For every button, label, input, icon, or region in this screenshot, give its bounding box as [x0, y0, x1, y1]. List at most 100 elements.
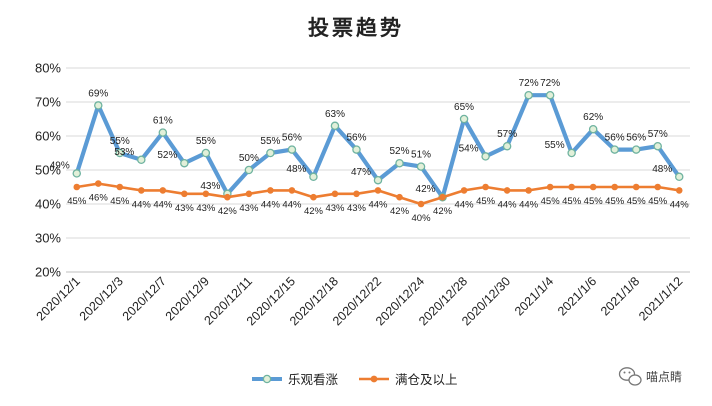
data-label-full-position: 45%: [584, 196, 604, 207]
data-label-optimistic: 62%: [583, 112, 603, 123]
data-label-full-position: 43%: [196, 203, 216, 214]
grid: [66, 67, 690, 273]
point-full-position: [181, 190, 188, 198]
point-optimistic: [352, 145, 361, 154]
point-optimistic: [610, 145, 619, 154]
data-label-optimistic: 56%: [282, 133, 302, 144]
point-optimistic: [653, 141, 662, 151]
point-optimistic: [201, 148, 211, 158]
data-label-full-position: 44%: [282, 199, 302, 210]
point-optimistic: [137, 155, 146, 165]
point-full-position: [417, 200, 425, 208]
point-optimistic: [545, 90, 555, 100]
point-optimistic: [244, 165, 254, 175]
series: [72, 90, 684, 208]
legend-marker-optimistic: [262, 374, 272, 384]
point-optimistic: [287, 145, 297, 154]
data-label-full-position: 42%: [218, 206, 238, 217]
point-full-position: [159, 187, 167, 194]
watermark: 喵点睛: [618, 367, 682, 386]
data-label-optimistic: 72%: [519, 78, 539, 89]
data-label-full-position: 45%: [476, 196, 496, 207]
data-label-full-position: 44%: [132, 199, 152, 210]
point-full-position: [525, 187, 532, 194]
point-optimistic: [524, 90, 533, 100]
y-tick-label: 20%: [35, 265, 61, 280]
data-label-optimistic: 48%: [286, 164, 306, 175]
data-label-optimistic: 42%: [416, 184, 436, 195]
point-full-position: [374, 187, 382, 194]
point-optimistic: [416, 162, 426, 171]
data-label-optimistic: 72%: [540, 78, 560, 89]
data-label-optimistic: 55%: [196, 136, 216, 147]
data-label-full-position: 44%: [519, 199, 539, 210]
data-label-full-position: 45%: [110, 196, 130, 207]
legend-item-full-position[interactable]: 满仓及以上: [359, 372, 458, 387]
data-label-full-position: 43%: [325, 203, 345, 214]
point-optimistic: [72, 169, 82, 178]
data-label-full-position: 42%: [304, 206, 324, 217]
data-label-optimistic: 65%: [454, 102, 474, 113]
data-label-full-position: 43%: [347, 203, 367, 214]
data-label-optimistic: 48%: [652, 164, 672, 175]
legend-item-optimistic[interactable]: 乐观看涨: [252, 372, 339, 387]
data-label-optimistic: 57%: [497, 129, 517, 140]
point-full-position: [482, 183, 489, 191]
data-label-optimistic: 50%: [239, 153, 259, 164]
x-tick-label: 2020/12/1: [34, 274, 83, 323]
point-optimistic: [567, 148, 576, 158]
point-optimistic: [459, 114, 469, 124]
point-full-position: [503, 187, 511, 194]
point-full-position: [353, 190, 360, 198]
x-tick-label: 2021/1/6: [555, 274, 599, 318]
data-label-optimistic: 55%: [260, 136, 280, 147]
legend-label-full-position: 满仓及以上: [395, 372, 458, 387]
y-tick-label: 60%: [35, 129, 61, 144]
point-optimistic: [395, 158, 404, 168]
point-full-position: [138, 187, 145, 194]
watermark-text: 喵点睛: [646, 370, 682, 384]
data-label-optimistic: 47%: [351, 167, 371, 178]
data-label-full-position: 43%: [239, 203, 259, 214]
point-optimistic: [330, 121, 340, 131]
point-optimistic: [266, 148, 275, 158]
point-full-position: [654, 183, 662, 191]
data-label-full-position: 44%: [368, 199, 388, 210]
data-label-full-position: 45%: [648, 196, 668, 207]
point-full-position: [589, 183, 597, 191]
data-label-full-position: 43%: [175, 203, 195, 214]
point-full-position: [439, 193, 446, 201]
data-label-optimistic: 55%: [110, 136, 130, 147]
point-optimistic: [94, 101, 103, 110]
data-label-optimistic: 51%: [411, 150, 431, 161]
data-label-full-position: 44%: [153, 199, 173, 210]
point-optimistic: [502, 141, 512, 151]
x-tick-label: 2021/1/4: [512, 274, 556, 318]
data-label-optimistic: 43%: [200, 181, 220, 192]
point-full-position: [116, 183, 124, 191]
data-label-full-position: 45%: [627, 196, 647, 207]
data-label-full-position: 44%: [670, 199, 690, 210]
data-label-optimistic: 52%: [157, 150, 177, 161]
data-label-optimistic: 49%: [50, 160, 70, 171]
legend-marker-full-position: [370, 375, 378, 383]
y-tick-label: 80%: [35, 61, 61, 76]
data-label-optimistic: 54%: [459, 143, 479, 154]
data-label-optimistic: 69%: [88, 88, 108, 99]
data-label-full-position: 44%: [498, 199, 518, 210]
x-tick-label: 2021/1/8: [598, 274, 642, 318]
point-optimistic: [588, 124, 598, 134]
data-label-full-position: 44%: [261, 199, 281, 210]
data-label-full-position: 46%: [89, 193, 109, 204]
x-axis-ticks: 2020/12/12020/12/32020/12/72020/12/92020…: [34, 274, 686, 328]
data-labels: 49%69%55%53%61%52%55%43%50%55% 56%48%63%5…: [50, 78, 690, 224]
point-full-position: [396, 193, 403, 201]
data-label-full-position: 42%: [390, 206, 410, 217]
y-tick-label: 40%: [35, 197, 61, 212]
data-label-optimistic: 56%: [346, 133, 366, 144]
point-full-position: [632, 183, 640, 191]
point-full-position: [611, 183, 618, 191]
point-optimistic: [631, 145, 641, 154]
y-tick-label: 70%: [35, 95, 61, 110]
